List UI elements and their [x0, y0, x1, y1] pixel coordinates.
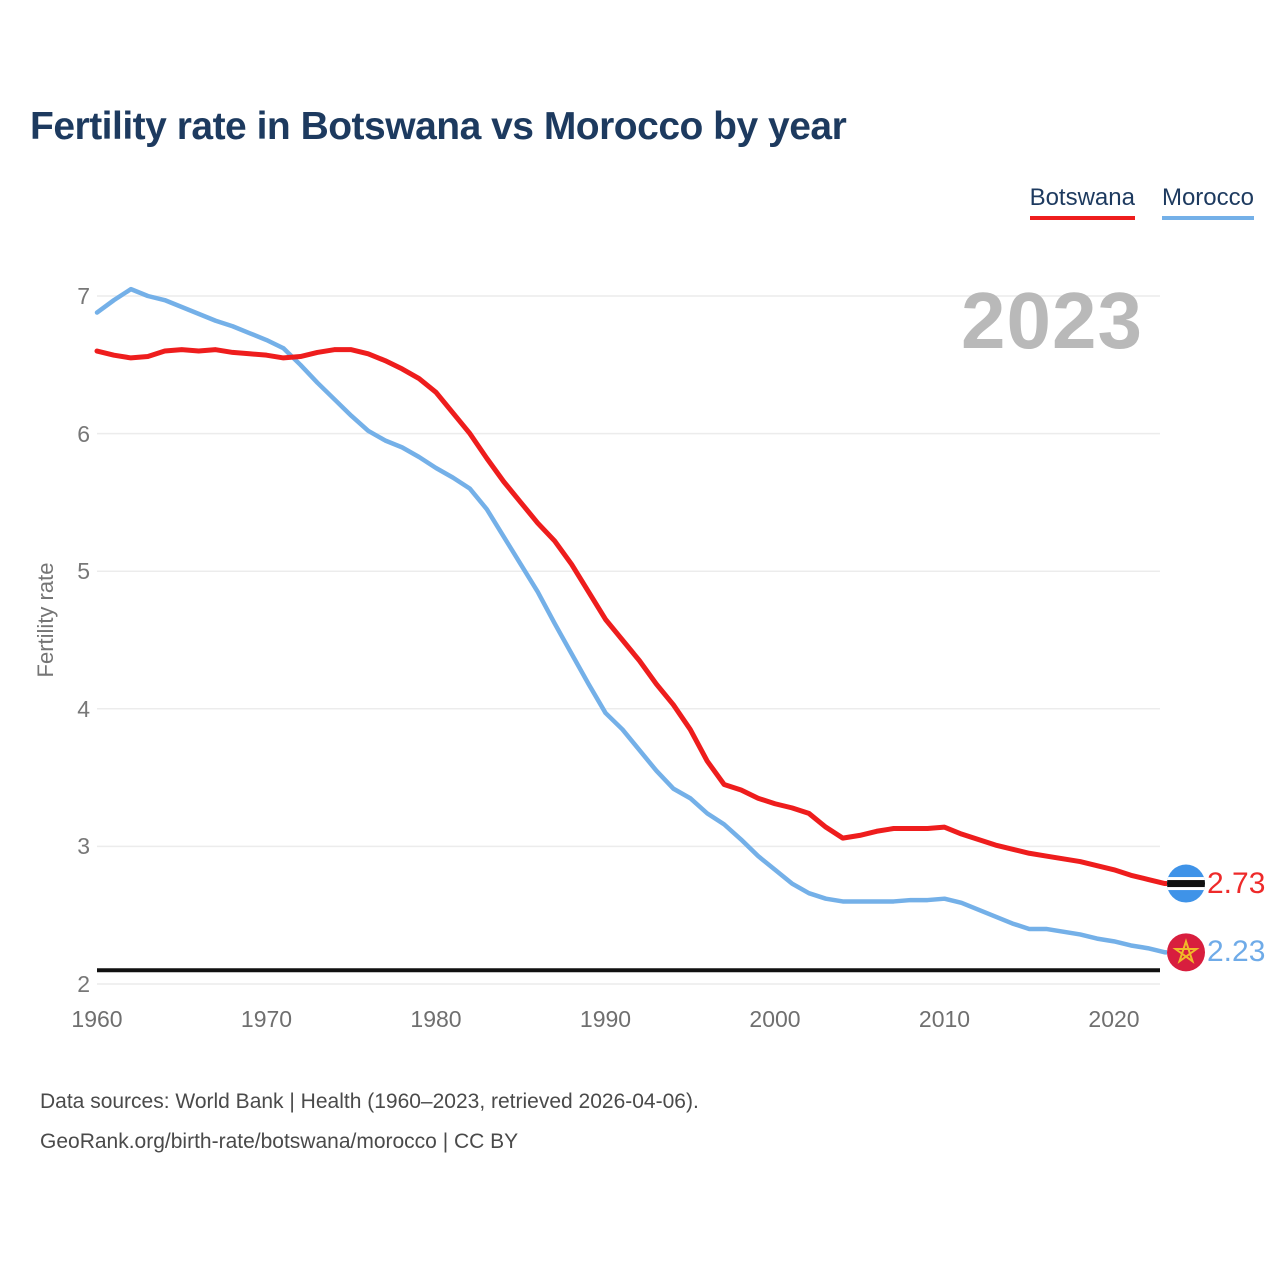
y-tick-label: 3	[77, 833, 90, 860]
x-tick-label: 1980	[410, 1006, 462, 1032]
x-tick-label: 2010	[918, 1006, 971, 1032]
x-tick-label: 1960	[71, 1006, 123, 1032]
end-value-botswana: 2.73	[1207, 867, 1266, 900]
legend: Botswana Morocco	[1029, 184, 1254, 221]
watermark-year: 2023	[961, 276, 1143, 365]
x-tick-label: 1990	[579, 1006, 632, 1032]
y-tick-label: 2	[77, 971, 90, 997]
page-title: Fertility rate in Botswana vs Morocco by…	[30, 105, 847, 148]
x-tick-label: 1970	[240, 1006, 293, 1032]
source-line-1: Data sources: World Bank | Health (1960–…	[40, 1090, 699, 1113]
x-tick-label: 2000	[749, 1006, 801, 1032]
source-line-2: GeoRank.org/birth-rate/botswana/morocco …	[40, 1130, 519, 1153]
y-tick-label: 5	[77, 558, 90, 585]
line-morocco	[94, 286, 1168, 955]
end-value-morocco: 2.23	[1207, 935, 1266, 968]
source-footer: Data sources: World Bank | Health (1960–…	[40, 1082, 699, 1162]
legend-item-morocco[interactable]: Morocco	[1161, 184, 1254, 221]
legend-item-botswana[interactable]: Botswana	[1029, 184, 1135, 221]
y-tick-label: 4	[77, 695, 90, 722]
morocco-flag-icon	[1167, 933, 1205, 972]
botswana-flag-icon	[1167, 864, 1205, 903]
y-tick-label: 7	[77, 283, 90, 309]
line-botswana	[94, 347, 1168, 887]
x-tick-label: 2020	[1088, 1006, 1140, 1032]
y-tick-label: 6	[77, 420, 90, 447]
